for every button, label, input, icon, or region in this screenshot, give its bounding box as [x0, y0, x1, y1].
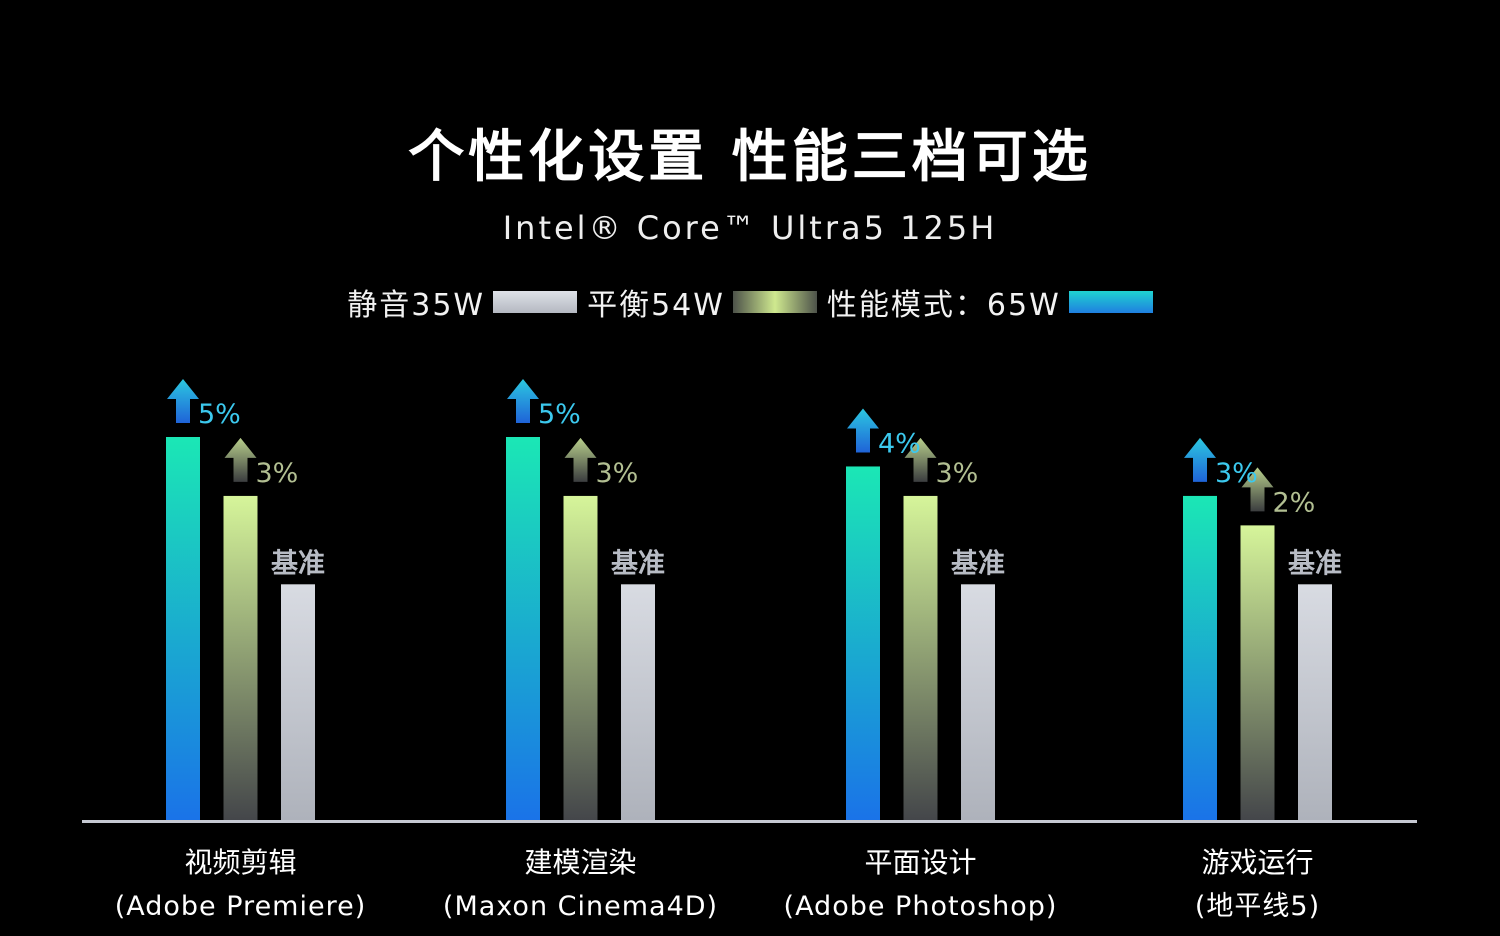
legend-label: 性能模式：65W: [826, 288, 1061, 323]
legend: 静音35W 平衡54W 性能模式：65W: [0, 280, 1500, 324]
bar-1-series-2: [223, 495, 258, 820]
up-arrow-icon: [1184, 437, 1216, 482]
up-arrow-icon: [224, 437, 257, 482]
bar-2-series-1: [506, 437, 540, 820]
bar-3-series-1: [846, 466, 880, 820]
legend-label: 静音35W: [347, 288, 486, 323]
bar-4-series-1: [1183, 495, 1217, 820]
data-label: 2%: [1273, 487, 1316, 518]
legend-swatch: [493, 291, 578, 313]
legend-label: 平衡54W: [587, 288, 725, 323]
legend-item: 平衡54W: [587, 280, 817, 324]
baseline-label: 基准: [611, 548, 665, 579]
x-tick-sublabel: (地平线5): [1195, 891, 1320, 922]
data-label: 3%: [596, 458, 639, 489]
bar-2-series-3: [621, 584, 655, 820]
bar-4-series-3: [1298, 584, 1332, 820]
legend-item: 静音35W: [347, 280, 578, 324]
data-label: 3%: [1215, 458, 1258, 489]
bar-3-series-3: [961, 584, 995, 820]
x-tick-label: 视频剪辑: [184, 846, 296, 879]
legend-swatch: [1068, 291, 1153, 313]
up-arrow-icon: [1241, 467, 1274, 512]
bar-1-series-1: [166, 437, 200, 820]
bar-3-series-2: [903, 495, 938, 820]
bar-4-series-2: [1240, 525, 1275, 820]
x-tick-sublabel: (Maxon Cinema4D): [443, 891, 718, 922]
bar-1-series-3: [281, 584, 315, 820]
up-arrow-icon: [507, 379, 539, 423]
x-tick-label: 建模渲染: [524, 846, 636, 879]
x-tick-sublabel: (Adobe Premiere): [115, 891, 367, 922]
up-arrow-icon: [904, 437, 937, 482]
data-label: 5%: [538, 399, 581, 430]
page-title: 个性化设置 性能三档可选: [408, 125, 1092, 190]
baseline-label: 基准: [1288, 548, 1342, 579]
up-arrow-icon: [167, 379, 199, 423]
x-tick-label: 游戏运行: [1201, 846, 1313, 879]
bars-layer: [166, 379, 1332, 820]
x-tick-sublabel: (Adobe Photoshop): [784, 891, 1058, 922]
data-label: 3%: [936, 458, 979, 489]
x-tick-label: 平面设计: [864, 846, 976, 879]
baseline-label: 基准: [271, 548, 325, 579]
data-label: 3%: [256, 458, 299, 489]
data-label: 5%: [198, 399, 241, 430]
legend-item: 性能模式：65W: [827, 280, 1153, 324]
page-subtitle: Intel® Core™ Ultra5 125H: [502, 209, 998, 247]
legend-swatch: [732, 291, 817, 313]
up-arrow-icon: [847, 408, 879, 453]
baseline-label: 基准: [951, 548, 1005, 579]
up-arrow-icon: [564, 437, 597, 482]
data-label: 4%: [878, 428, 921, 459]
bar-2-series-2: [563, 495, 598, 820]
